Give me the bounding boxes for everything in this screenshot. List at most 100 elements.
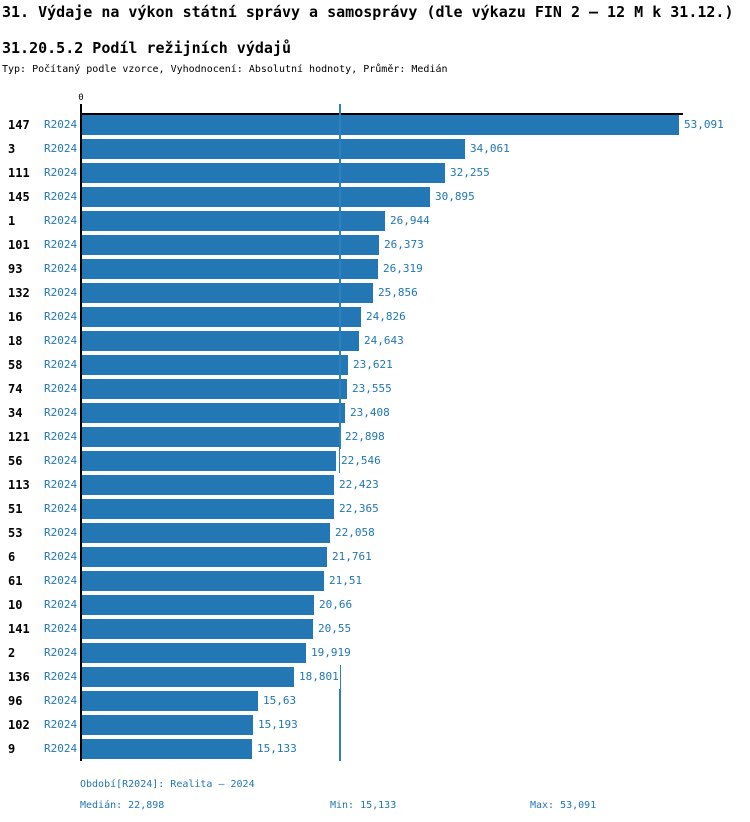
row-category-label: 132 [8, 286, 30, 300]
bar [82, 307, 361, 327]
bar-value-label: 24,643 [363, 329, 405, 353]
row-series-label: R2024 [44, 454, 78, 467]
row-series-label: R2024 [44, 334, 78, 347]
row-series-label: R2024 [44, 430, 78, 443]
bar-value-label: 24,826 [365, 305, 407, 329]
chart-row: 101 R2024 26,373 [0, 233, 750, 257]
row-series-label: R2024 [44, 718, 78, 731]
chart-row: 18 R2024 24,643 [0, 329, 750, 353]
bar-value-label: 23,408 [349, 401, 391, 425]
bar [82, 163, 445, 183]
bar-value-label: 34,061 [469, 137, 511, 161]
page-title: 31. Výdaje na výkon státní správy a samo… [2, 3, 734, 21]
row-series-label: R2024 [44, 598, 78, 611]
row-series-label: R2024 [44, 142, 78, 155]
row-series-label: R2024 [44, 358, 78, 371]
footer-median-stat: Medián: 22,898 [80, 800, 165, 811]
bar [82, 499, 334, 519]
bar-value-label: 26,319 [382, 257, 424, 281]
chart-row: 6 R2024 21,761 [0, 545, 750, 569]
chart-row: 96 R2024 15,63 [0, 689, 750, 713]
chart-row: 141 R2024 20,55 [0, 617, 750, 641]
bar-value-label: 15,63 [262, 689, 298, 713]
bar [82, 259, 378, 279]
bar [82, 331, 359, 351]
row-series-label: R2024 [44, 478, 78, 491]
row-series-label: R2024 [44, 694, 78, 707]
chart-row: 121 R2024 22,898 [0, 425, 750, 449]
bar [82, 475, 334, 495]
row-category-label: 96 [8, 694, 23, 708]
row-series-label: R2024 [44, 742, 78, 755]
row-series-label: R2024 [44, 670, 78, 683]
chart-row: 58 R2024 23,621 [0, 353, 750, 377]
row-category-label: 145 [8, 190, 30, 204]
bar [82, 547, 327, 567]
row-category-label: 1 [8, 214, 16, 228]
row-series-label: R2024 [44, 118, 78, 131]
bar [82, 715, 253, 735]
chart-row: 136 R2024 18,801 [0, 665, 750, 689]
row-series-label: R2024 [44, 502, 78, 515]
row-category-label: 113 [8, 478, 30, 492]
chart-row: 74 R2024 23,555 [0, 377, 750, 401]
bar-value-label: 22,898 [344, 425, 386, 449]
chart-subtitle: 31.20.5.2 Podíl režijních výdajů [2, 39, 291, 57]
chart-row: 51 R2024 22,365 [0, 497, 750, 521]
bar-value-label: 15,133 [256, 737, 298, 761]
bar [82, 595, 314, 615]
chart-row: 93 R2024 26,319 [0, 257, 750, 281]
chart-row: 9 R2024 15,133 [0, 737, 750, 761]
bar-value-label: 15,193 [257, 713, 299, 737]
bar [82, 571, 324, 591]
bar [82, 139, 465, 159]
row-category-label: 9 [8, 742, 16, 756]
row-series-label: R2024 [44, 214, 78, 227]
bar [82, 211, 385, 231]
row-category-label: 56 [8, 454, 23, 468]
bar-value-label: 26,373 [383, 233, 425, 257]
bar-value-label: 32,255 [449, 161, 491, 185]
chart-row: 61 R2024 21,51 [0, 569, 750, 593]
row-series-label: R2024 [44, 382, 78, 395]
bar [82, 187, 430, 207]
chart-row: 111 R2024 32,255 [0, 161, 750, 185]
chart-row: 145 R2024 30,895 [0, 185, 750, 209]
bar-value-label: 25,856 [377, 281, 419, 305]
footer-max-stat: Max: 53,091 [530, 800, 597, 811]
bar [82, 691, 258, 711]
bar [82, 235, 379, 255]
row-category-label: 102 [8, 718, 30, 732]
row-category-label: 58 [8, 358, 23, 372]
chart-row: 34 R2024 23,408 [0, 401, 750, 425]
x-axis-line [80, 113, 687, 115]
row-category-label: 34 [8, 406, 23, 420]
bar-value-label: 26,944 [389, 209, 431, 233]
bar-value-label: 22,058 [334, 521, 376, 545]
bar-value-label: 23,555 [351, 377, 393, 401]
row-series-label: R2024 [44, 262, 78, 275]
row-category-label: 6 [8, 550, 16, 564]
bar [82, 115, 679, 135]
row-series-label: R2024 [44, 166, 78, 179]
bar [82, 667, 294, 687]
bar-value-label: 21,761 [331, 545, 373, 569]
median-line [339, 104, 341, 761]
bar [82, 619, 313, 639]
row-series-label: R2024 [44, 286, 78, 299]
row-category-label: 136 [8, 670, 30, 684]
row-category-label: 18 [8, 334, 23, 348]
bar [82, 739, 252, 759]
bar-value-label: 21,51 [328, 569, 364, 593]
row-category-label: 111 [8, 166, 30, 180]
bar-value-label: 30,895 [434, 185, 476, 209]
bar-value-label: 20,66 [318, 593, 354, 617]
row-category-label: 51 [8, 502, 23, 516]
row-series-label: R2024 [44, 526, 78, 539]
chart-row: 16 R2024 24,826 [0, 305, 750, 329]
bar [82, 379, 347, 399]
chart-row: 1 R2024 26,944 [0, 209, 750, 233]
chart-row: 113 R2024 22,423 [0, 473, 750, 497]
row-category-label: 74 [8, 382, 23, 396]
row-category-label: 2 [8, 646, 16, 660]
